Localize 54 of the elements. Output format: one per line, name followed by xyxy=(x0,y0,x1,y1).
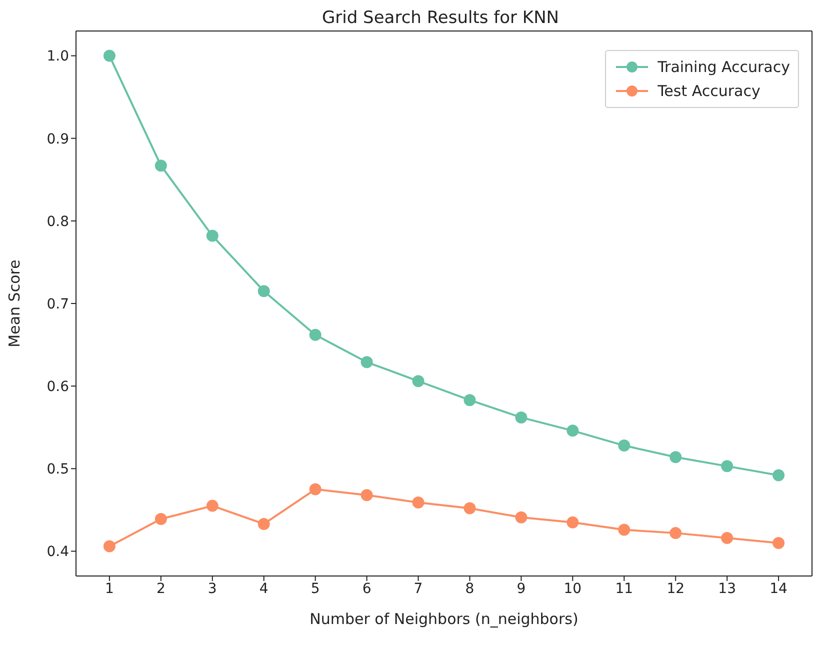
x-tick-label: 3 xyxy=(208,580,217,597)
point xyxy=(721,460,734,472)
point xyxy=(566,516,579,528)
x-tick-label: 2 xyxy=(156,580,166,597)
point xyxy=(670,527,682,540)
x-tick-label: 6 xyxy=(362,580,372,597)
x-tick-label: 14 xyxy=(770,580,788,597)
x-tick-label: 12 xyxy=(666,580,685,597)
legend-label: Training Accuracy xyxy=(658,58,790,76)
point xyxy=(412,496,424,509)
point xyxy=(772,536,785,549)
x-tick-label: 11 xyxy=(615,580,634,597)
y-tick-label: 1.0 xyxy=(46,48,69,65)
point xyxy=(360,489,373,502)
point xyxy=(309,328,322,341)
point xyxy=(464,394,476,406)
point xyxy=(670,451,682,464)
point xyxy=(721,532,734,544)
x-tick-label: 5 xyxy=(310,580,320,597)
point xyxy=(154,513,167,526)
chart-title: Grid Search Results for KNN xyxy=(320,8,560,28)
y-axis-title: Mean Score xyxy=(5,260,24,348)
point xyxy=(258,518,270,530)
x-tick-label: 9 xyxy=(516,580,526,597)
y-tick-label: 0.8 xyxy=(46,214,69,230)
x-tick-label: 7 xyxy=(414,580,423,597)
legend-label: Test Accuracy xyxy=(658,82,760,100)
y-tick-label: 0.7 xyxy=(46,296,69,312)
point xyxy=(515,511,528,524)
x-tick-label: 4 xyxy=(259,580,268,597)
point xyxy=(618,440,630,452)
x-tick-label: 8 xyxy=(465,580,474,597)
point xyxy=(464,502,476,514)
point xyxy=(206,500,218,512)
point xyxy=(103,50,116,62)
y-tick-label: 0.4 xyxy=(46,544,70,560)
x-tick-label: 10 xyxy=(564,580,582,597)
x-tick-label: 13 xyxy=(718,580,736,597)
y-tick-label: 0.6 xyxy=(46,379,70,396)
y-tick-label: 0.5 xyxy=(46,462,69,478)
point xyxy=(360,356,373,368)
point xyxy=(412,375,424,388)
point xyxy=(772,469,785,482)
point xyxy=(309,483,322,496)
x-axis-title: Number of Neighbors (n_neighbors) xyxy=(310,610,578,628)
point xyxy=(206,230,218,242)
point xyxy=(154,160,167,172)
point xyxy=(618,524,630,536)
point xyxy=(258,285,270,298)
point xyxy=(103,540,116,552)
x-tick-label: 1 xyxy=(104,580,114,597)
y-tick-label: 0.9 xyxy=(46,131,69,148)
point xyxy=(566,424,579,437)
point xyxy=(515,411,528,424)
